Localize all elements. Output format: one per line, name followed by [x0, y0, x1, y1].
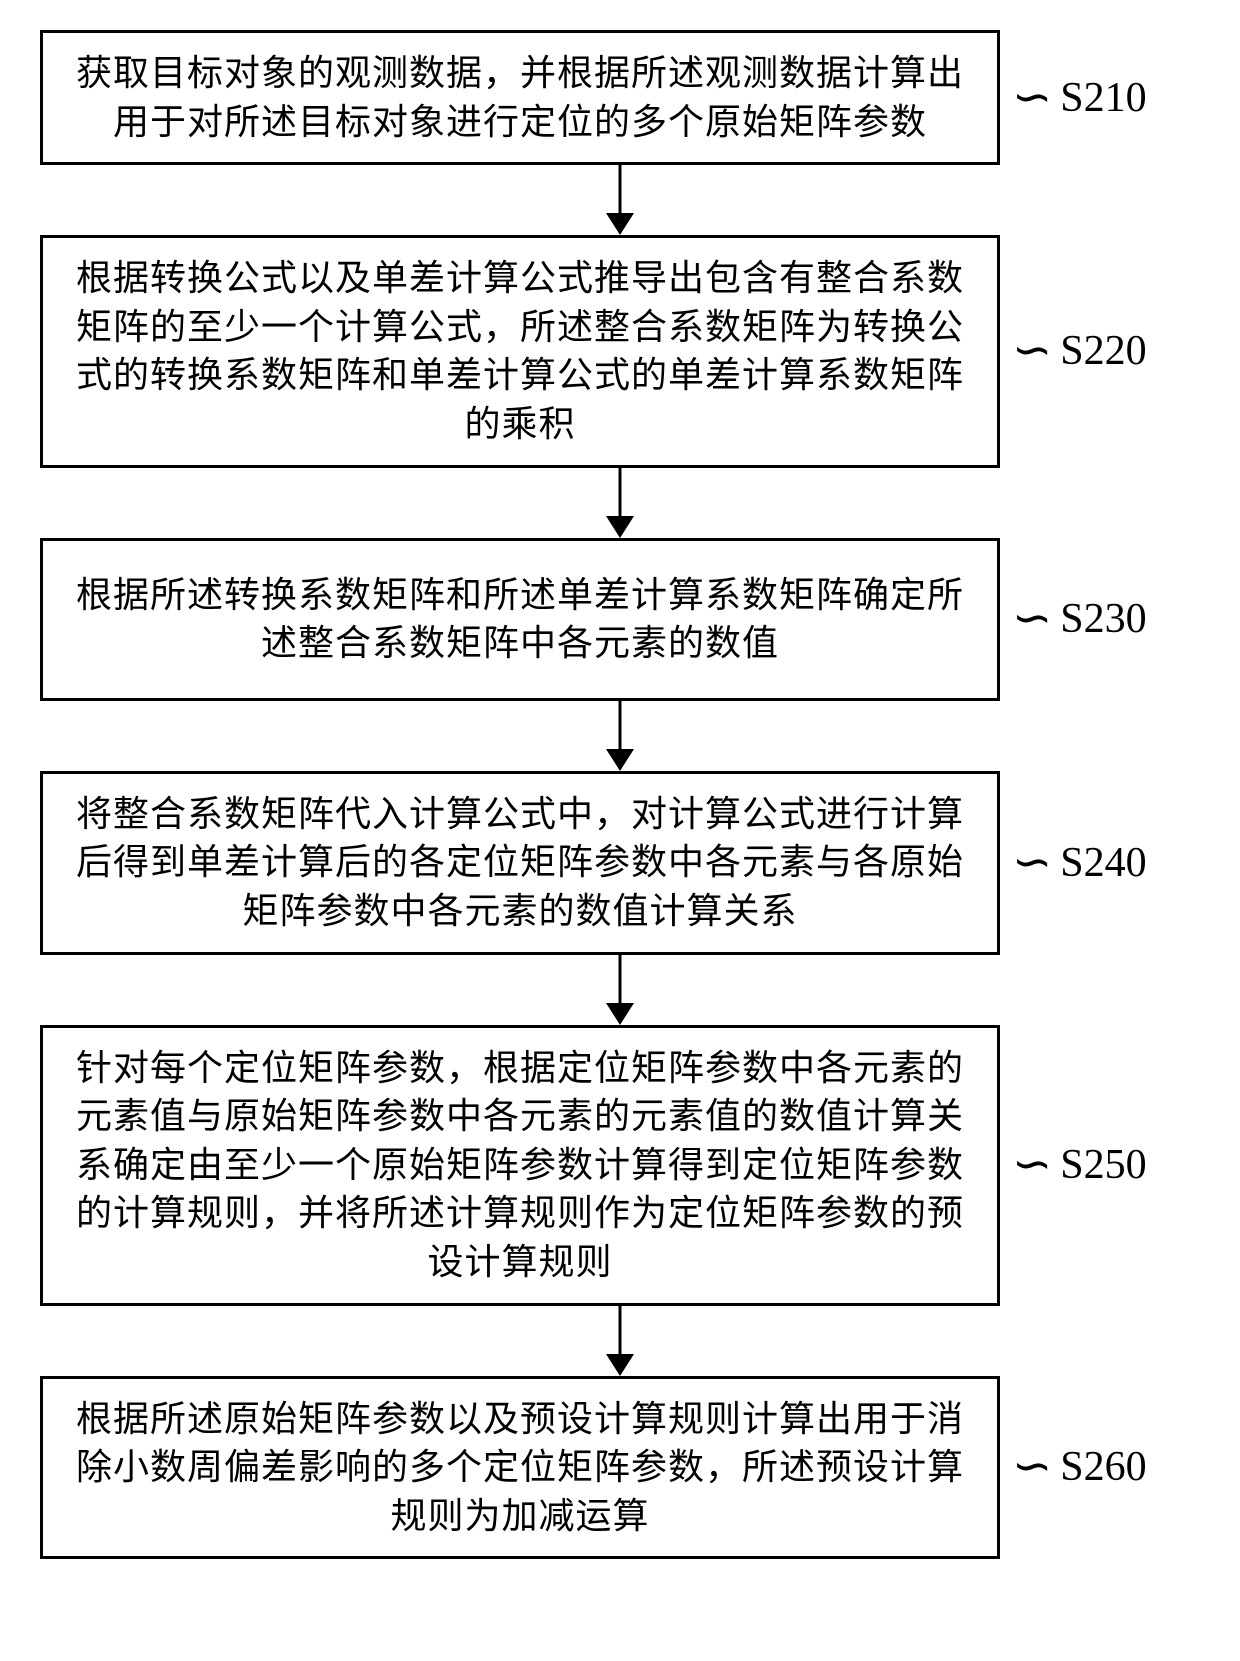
step-text-s210: 获取目标对象的观测数据，并根据所述观测数据计算出用于对所述目标对象进行定位的多个… [67, 49, 973, 146]
arrow-s220-s230 [140, 468, 1100, 538]
step-box-s250: 针对每个定位矩阵参数，根据定位矩阵参数中各元素的元素值与原始矩阵参数中各元素的元… [40, 1025, 1000, 1306]
step-text-s250: 针对每个定位矩阵参数，根据定位矩阵参数中各元素的元素值与原始矩阵参数中各元素的元… [67, 1044, 973, 1287]
arrow-s230-s240 [140, 701, 1100, 771]
step-label-s210: S210 [1060, 74, 1146, 122]
step-box-s230: 根据所述转换系数矩阵和所述单差计算系数矩阵确定所述整合系数矩阵中各元素的数值 [40, 538, 1000, 701]
step-label-s240: S240 [1060, 839, 1146, 887]
step-row-s210: 获取目标对象的观测数据，并根据所述观测数据计算出用于对所述目标对象进行定位的多个… [40, 30, 1200, 165]
tilde-icon: ∽ [1012, 327, 1052, 375]
step-connector-s250: ∽ S250 [1000, 1141, 1147, 1189]
step-connector-s220: ∽ S220 [1000, 327, 1147, 375]
step-row-s220: 根据转换公式以及单差计算公式推导出包含有整合系数矩阵的至少一个计算公式，所述整合… [40, 235, 1200, 467]
tilde-icon: ∽ [1012, 74, 1052, 122]
step-text-s260: 根据所述原始矩阵参数以及预设计算规则计算出用于消除小数周偏差影响的多个定位矩阵参… [67, 1395, 973, 1541]
step-connector-s230: ∽ S230 [1000, 595, 1147, 643]
step-label-s230: S230 [1060, 595, 1146, 643]
step-label-s260: S260 [1060, 1443, 1146, 1491]
step-box-s260: 根据所述原始矩阵参数以及预设计算规则计算出用于消除小数周偏差影响的多个定位矩阵参… [40, 1376, 1000, 1560]
step-connector-s260: ∽ S260 [1000, 1443, 1147, 1491]
flowchart-container: 获取目标对象的观测数据，并根据所述观测数据计算出用于对所述目标对象进行定位的多个… [40, 30, 1200, 1559]
tilde-icon: ∽ [1012, 1443, 1052, 1491]
step-box-s220: 根据转换公式以及单差计算公式推导出包含有整合系数矩阵的至少一个计算公式，所述整合… [40, 235, 1000, 467]
step-box-s240: 将整合系数矩阵代入计算公式中，对计算公式进行计算后得到单差计算后的各定位矩阵参数… [40, 771, 1000, 955]
step-label-s250: S250 [1060, 1141, 1146, 1189]
step-text-s240: 将整合系数矩阵代入计算公式中，对计算公式进行计算后得到单差计算后的各定位矩阵参数… [67, 790, 973, 936]
step-row-s260: 根据所述原始矩阵参数以及预设计算规则计算出用于消除小数周偏差影响的多个定位矩阵参… [40, 1376, 1200, 1560]
tilde-icon: ∽ [1012, 1141, 1052, 1189]
arrow-s210-s220 [140, 165, 1100, 235]
tilde-icon: ∽ [1012, 839, 1052, 887]
arrow-s250-s260 [140, 1306, 1100, 1376]
step-label-s220: S220 [1060, 327, 1146, 375]
step-box-s210: 获取目标对象的观测数据，并根据所述观测数据计算出用于对所述目标对象进行定位的多个… [40, 30, 1000, 165]
tilde-icon: ∽ [1012, 595, 1052, 643]
step-text-s220: 根据转换公式以及单差计算公式推导出包含有整合系数矩阵的至少一个计算公式，所述整合… [67, 254, 973, 448]
step-row-s240: 将整合系数矩阵代入计算公式中，对计算公式进行计算后得到单差计算后的各定位矩阵参数… [40, 771, 1200, 955]
step-connector-s240: ∽ S240 [1000, 839, 1147, 887]
step-connector-s210: ∽ S210 [1000, 74, 1147, 122]
step-text-s230: 根据所述转换系数矩阵和所述单差计算系数矩阵确定所述整合系数矩阵中各元素的数值 [67, 571, 973, 668]
arrow-s240-s250 [140, 955, 1100, 1025]
step-row-s250: 针对每个定位矩阵参数，根据定位矩阵参数中各元素的元素值与原始矩阵参数中各元素的元… [40, 1025, 1200, 1306]
step-row-s230: 根据所述转换系数矩阵和所述单差计算系数矩阵确定所述整合系数矩阵中各元素的数值 ∽… [40, 538, 1200, 701]
